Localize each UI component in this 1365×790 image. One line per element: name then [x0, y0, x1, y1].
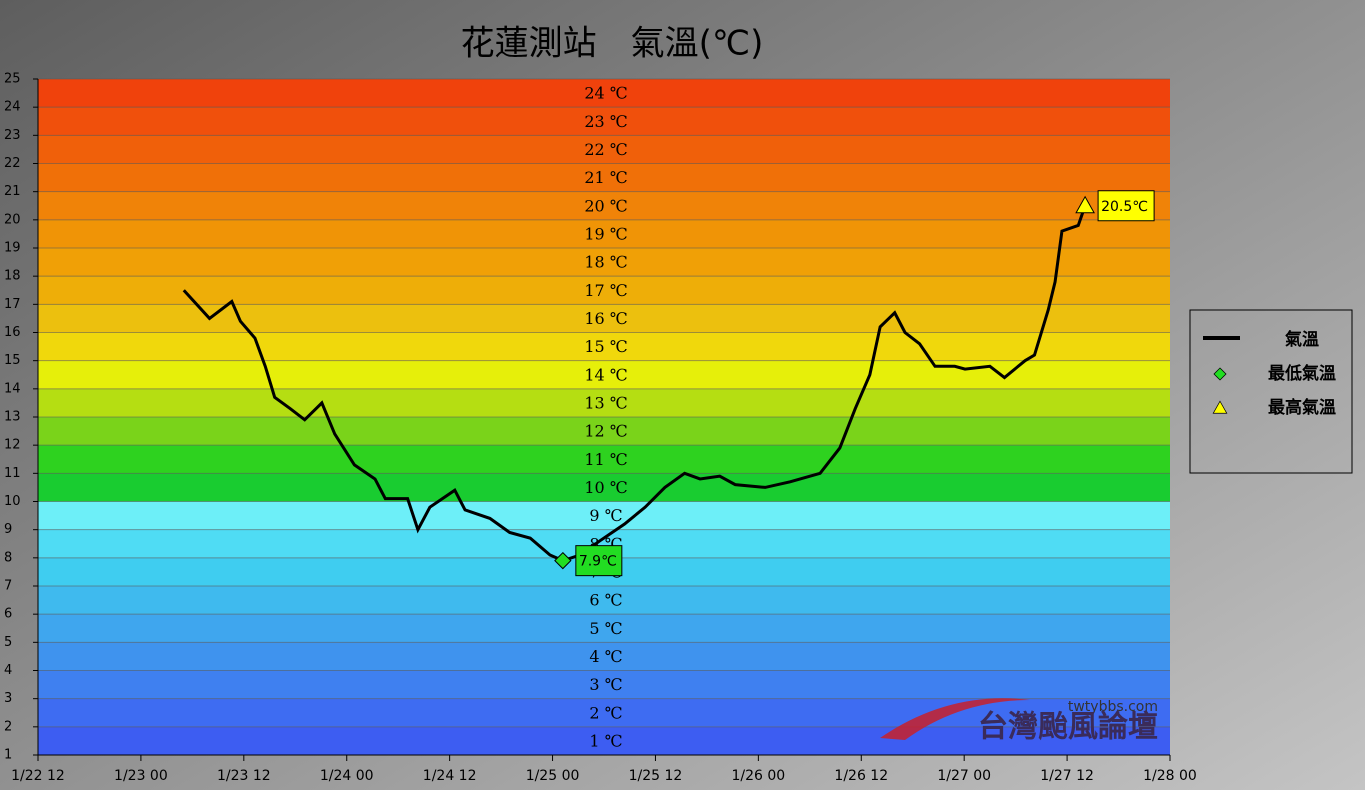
legend-marker — [1212, 400, 1228, 414]
y-tick-label: 24 — [4, 100, 21, 115]
temperature-band — [38, 332, 1170, 361]
value-label-box — [575, 545, 623, 577]
band-label: 21 ℃ — [584, 168, 627, 187]
temperature-band — [38, 219, 1170, 248]
x-tick-label: 1/27 12 — [1040, 768, 1094, 784]
band-label: 22 ℃ — [584, 140, 627, 159]
temperature-band — [38, 642, 1170, 671]
temperature-band — [38, 276, 1170, 305]
temperature-band — [38, 163, 1170, 192]
temperature-band — [38, 304, 1170, 333]
band-label: 3 ℃ — [589, 675, 622, 694]
value-label: 7.9℃ — [579, 554, 617, 570]
y-tick-label: 7 — [4, 579, 12, 594]
y-tick-label: 12 — [4, 438, 21, 453]
band-label: 6 ℃ — [589, 591, 622, 610]
y-tick-label: 17 — [4, 297, 21, 312]
band-label: 18 ℃ — [584, 253, 627, 272]
temperature-band — [38, 417, 1170, 446]
temperature-band — [38, 726, 1170, 755]
x-tick-label: 1/23 12 — [217, 768, 271, 784]
y-tick-label: 8 — [4, 550, 12, 565]
temperature-band — [38, 248, 1170, 277]
legend-label: 最高氣溫 — [1268, 397, 1336, 418]
value-label: 20.5℃ — [1101, 199, 1148, 215]
x-tick-label: 1/28 00 — [1143, 768, 1197, 784]
temperature-band — [38, 135, 1170, 164]
band-label: 23 ℃ — [584, 112, 627, 131]
band-label: 10 ℃ — [584, 478, 627, 497]
band-label: 11 ℃ — [584, 450, 627, 469]
legend-label: 氣溫 — [1285, 329, 1319, 350]
y-tick-label: 14 — [4, 381, 21, 396]
min-marker — [554, 551, 572, 570]
band-label: 13 ℃ — [584, 393, 627, 412]
band-label: 24 ℃ — [584, 84, 627, 103]
temperature-band — [38, 473, 1170, 502]
band-label: 4 ℃ — [589, 647, 622, 666]
band-label: 12 ℃ — [584, 422, 627, 441]
y-tick-label: 5 — [4, 635, 12, 650]
y-tick-label: 22 — [4, 156, 21, 171]
temperature-band — [38, 388, 1170, 417]
watermark-swoosh — [880, 698, 1030, 740]
band-label: 16 ℃ — [584, 309, 627, 328]
temperature-band — [38, 107, 1170, 136]
y-tick-label: 19 — [4, 241, 21, 256]
band-label: 17 ℃ — [584, 281, 627, 300]
band-label: 19 ℃ — [584, 224, 627, 243]
x-tick-label: 1/24 12 — [423, 768, 477, 784]
legend-label: 最低氣溫 — [1268, 363, 1336, 384]
temperature-band — [38, 501, 1170, 530]
y-tick-label: 15 — [4, 353, 21, 368]
band-label: 15 ℃ — [584, 337, 627, 356]
y-tick-label: 18 — [4, 269, 21, 284]
x-tick-label: 1/22 12 — [11, 768, 65, 784]
band-label: 1 ℃ — [589, 731, 622, 750]
y-tick-label: 2 — [4, 719, 12, 734]
temperature-line — [182, 205, 1087, 563]
x-tick-label: 1/26 00 — [732, 768, 786, 784]
watermark-url: twtybbs.com — [1068, 699, 1158, 715]
band-label: 2 ℃ — [589, 703, 622, 722]
y-tick-label: 20 — [4, 212, 21, 227]
x-tick-label: 1/25 00 — [526, 768, 580, 784]
temperature-band — [38, 360, 1170, 389]
band-label: 20 ℃ — [584, 196, 627, 215]
band-label: 5 ℃ — [589, 619, 622, 638]
temperature-band — [38, 79, 1170, 108]
y-tick-label: 11 — [4, 466, 21, 481]
y-tick-label: 3 — [4, 691, 12, 706]
temperature-band — [38, 445, 1170, 474]
y-tick-label: 10 — [4, 494, 21, 509]
legend-box — [1189, 309, 1353, 474]
value-label-box — [1097, 190, 1155, 222]
legend-marker — [1213, 367, 1227, 381]
x-tick-label: 1/27 00 — [937, 768, 991, 784]
temperature-band — [38, 670, 1170, 699]
chart-title: 花蓮測站 氣溫(℃) — [461, 24, 764, 64]
temperature-band — [38, 586, 1170, 615]
x-tick-label: 1/24 00 — [320, 768, 374, 784]
temperature-band — [38, 191, 1170, 220]
y-tick-label: 16 — [4, 325, 21, 340]
max-marker — [1075, 195, 1095, 214]
band-label: 9 ℃ — [589, 506, 622, 525]
x-tick-label: 1/25 12 — [629, 768, 683, 784]
y-tick-label: 6 — [4, 607, 12, 622]
y-tick-label: 13 — [4, 410, 21, 425]
y-tick-label: 4 — [4, 663, 12, 678]
y-tick-label: 1 — [4, 748, 12, 763]
y-tick-label: 23 — [4, 128, 21, 143]
y-tick-label: 21 — [4, 184, 21, 199]
y-tick-label: 25 — [4, 72, 21, 87]
temperature-band — [38, 614, 1170, 643]
x-tick-label: 1/23 00 — [114, 768, 168, 784]
band-label: 14 ℃ — [584, 365, 627, 384]
y-tick-label: 9 — [4, 522, 12, 537]
x-tick-label: 1/26 12 — [834, 768, 888, 784]
watermark-name: 台灣颱風論壇 — [978, 710, 1158, 745]
